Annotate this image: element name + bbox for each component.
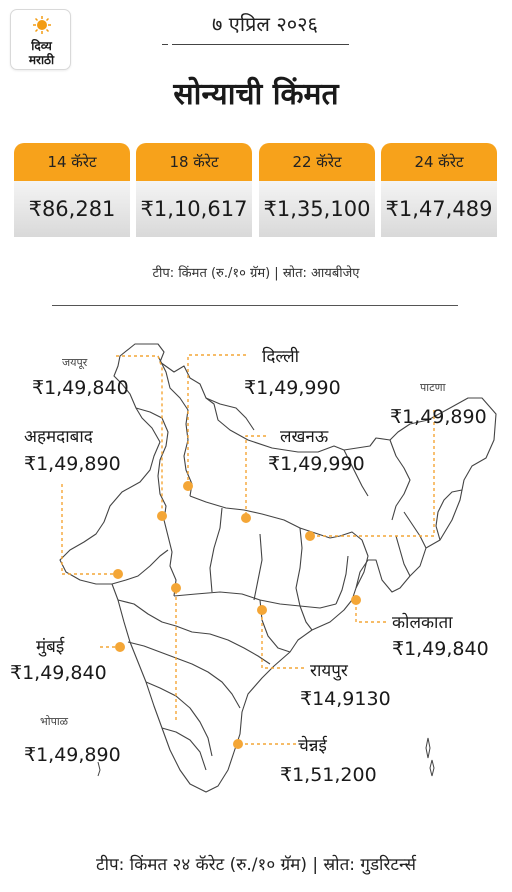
city-name-lucknow: लखनऊ [280,427,329,447]
city-price-raipur: ₹14,9130 [300,688,391,710]
divya-marathi-logo[interactable]: दिव्य मराठी [10,9,71,70]
karat-price: ₹1,10,617 [136,181,252,237]
city-name-ahmedabad: अहमदाबाद [24,427,93,447]
karat-card-22: 22 कॅरेट ₹1,35,100 [259,143,375,237]
page-title: सोन्याची किंमत [173,77,339,112]
city-name-patna: पाटणा [420,381,446,394]
india-outline [59,343,497,793]
karat-label: 18 कॅरेट [136,143,252,181]
city-name-kolkata: कोलकाता [392,613,453,633]
karat-price: ₹1,47,489 [381,181,497,237]
karat-price: ₹86,281 [14,181,130,237]
city-dot-bhopal [171,583,181,593]
karat-label: 14 कॅरेट [14,143,130,181]
city-name-jaipur: जयपूर [62,356,88,369]
city-price-kolkata: ₹1,49,840 [392,638,489,660]
city-dot-jaipur [157,511,167,521]
city-name-delhi: दिल्ली [262,347,300,367]
city-dot-mumbai [115,642,125,652]
city-dot-raipur [257,605,267,615]
city-dot-patna [305,531,315,541]
brand-line-1: दिव्य [31,39,52,53]
city-price-chennai: ₹1,51,200 [280,764,377,786]
karat-price: ₹1,35,100 [259,181,375,237]
city-dot-kolkata [351,595,361,605]
city-name-raipur: रायपुर [310,661,348,681]
city-name-chennai: चेन्नई [298,736,327,756]
city-price-lucknow: ₹1,49,990 [268,453,365,475]
city-price-bhopal: ₹1,49,890 [24,744,121,766]
karat-label: 24 कॅरेट [381,143,497,181]
city-name-bhopal: भोपाळ [40,715,69,728]
city-price-jaipur: ₹1,49,840 [32,377,129,399]
source-note-bottom: टीप: किंमत २४ कॅरेट (रु./१० ग्रॅम) | स्र… [96,855,416,875]
source-note-top: टीप: किंमत (रु./१० ग्रॅम) | स्रोत: आयबीज… [152,266,360,281]
karat-card-18: 18 कॅरेट ₹1,10,617 [136,143,252,237]
karat-card-14: 14 कॅरेट ₹86,281 [14,143,130,237]
city-price-patna: ₹1,49,890 [390,406,487,428]
city-name-mumbai: मुंबई [36,637,65,657]
city-dot-lucknow [241,513,251,523]
date-underline [172,44,349,45]
divider [52,305,458,306]
karat-card-24: 24 कॅरेट ₹1,47,489 [381,143,497,237]
city-price-mumbai: ₹1,49,840 [10,662,107,684]
city-dot-chennai [233,739,243,749]
date-underline-left [162,44,168,45]
city-price-ahmedabad: ₹1,49,890 [24,453,121,475]
city-dot-delhi [183,481,193,491]
city-price-delhi: ₹1,49,990 [244,377,341,399]
city-dot-ahmedabad [113,569,123,579]
brand-line-2: मराठी [28,53,55,67]
sun-icon [33,16,51,34]
date-label: ७ एप्रिल २०२६ [212,12,318,36]
karat-label: 22 कॅरेट [259,143,375,181]
